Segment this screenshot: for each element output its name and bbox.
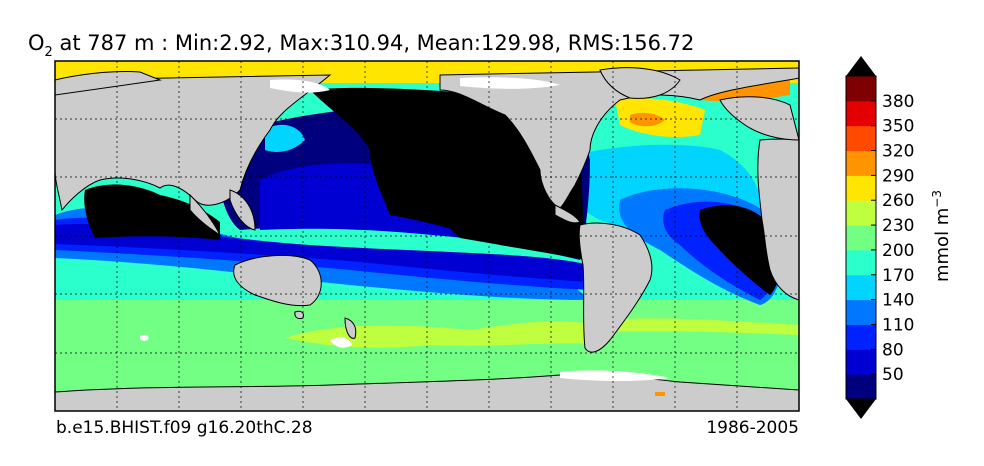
colorbar-band [846, 349, 876, 375]
chart-title: O2 at 787 m : Min:2.92, Max:310.94, Mean… [28, 31, 694, 60]
colorbar-band [846, 175, 876, 201]
period-label: 1986-2005 [706, 418, 799, 438]
colorbar-band [846, 274, 876, 301]
colorbar-band [846, 150, 876, 176]
colorbar-band [846, 374, 876, 400]
eastern-tropical-pacific-omz [420, 169, 575, 255]
sea-of-japan [265, 124, 305, 152]
arabian-sea-omz [84, 184, 221, 240]
colorbar-tick-label: 230 [882, 216, 914, 236]
colorbar-extend-max [846, 56, 876, 76]
colorbar-band [846, 100, 876, 127]
colorbar-tick-label: 140 [882, 291, 914, 311]
colorbar-tick-label: 200 [882, 241, 914, 261]
colorbar-tick-label: 260 [882, 191, 914, 211]
map-grid [55, 61, 799, 411]
colorbar-extend-min [846, 399, 876, 419]
colorbar-band [846, 324, 876, 350]
labrador-core [630, 112, 665, 127]
sea-ice-weddell [560, 370, 670, 381]
title-variable: O [28, 31, 45, 55]
colorbar-outline [845, 75, 877, 400]
colorbar-tick-label: 110 [882, 315, 914, 335]
colorbar-band [846, 249, 876, 276]
map-area [55, 61, 799, 411]
colorbar-band [846, 225, 876, 251]
title-stats: at 787 m : Min:2.92, Max:310.94, Mean:12… [53, 31, 695, 55]
eastern-atlantic-omz [699, 205, 781, 295]
sea-ice-ross [330, 337, 352, 348]
indo-pacific-80 [55, 224, 590, 282]
weddell-high [655, 392, 665, 396]
sea-ice-north [270, 79, 330, 93]
circumpolar-band-atlantic [600, 318, 799, 335]
colorbar-band [846, 76, 876, 102]
sea-ice-arctic [460, 77, 560, 89]
colorbar-tick-label: 380 [882, 92, 914, 112]
colorbar-label: mmol m−3 [930, 190, 953, 282]
title-subscript: 2 [45, 45, 53, 60]
colorbar-tick-label: 320 [882, 142, 914, 162]
case-name: b.e15.BHIST.f09 g16.20thC.28 [56, 418, 313, 438]
colorbar-band [846, 299, 876, 325]
colorbar-tick-label: 50 [882, 365, 904, 385]
colorbar-band [846, 200, 876, 226]
colorbar-tick-label: 290 [882, 166, 914, 186]
colorbar-band [846, 125, 876, 152]
colorbar-tick-label: 80 [882, 340, 904, 360]
colorbar-tick-label: 350 [882, 117, 914, 137]
sea-ice-spot [139, 334, 149, 341]
colorbar-tick-label: 170 [882, 266, 914, 286]
map-frame [54, 60, 800, 412]
colorbar: 50 80 110 140 170 200 230 260 290 320 350 380 [845, 56, 914, 419]
